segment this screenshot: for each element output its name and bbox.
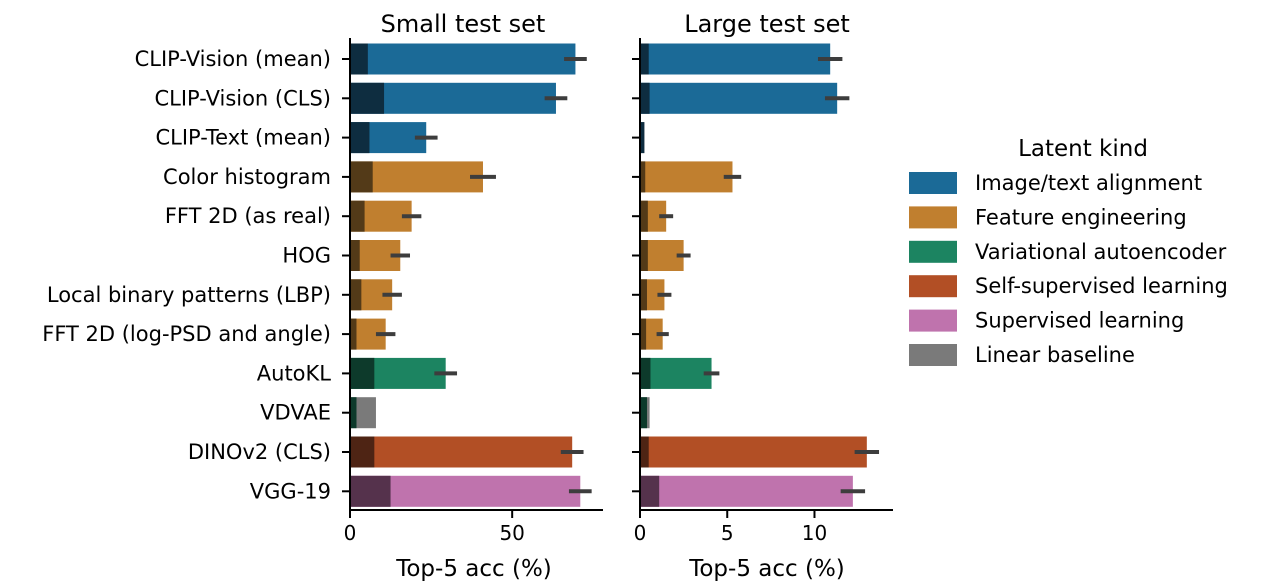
baseline-bar [350,279,362,311]
baseline-bar [350,318,357,350]
bar [640,357,712,389]
baseline-bar [350,397,357,429]
bar [640,475,853,507]
legend-swatch [909,344,957,366]
category-label: Color histogram [163,165,331,189]
legend-swatch [909,309,957,332]
bar [350,43,576,75]
category-label: CLIP-Text (mean) [156,126,332,150]
baseline-bar [640,43,649,75]
panel-large-test-set: 0 5 10 Large test set Top-5 acc (%) [632,10,893,582]
baseline-bar [350,200,365,232]
legend-label: Linear baseline [975,343,1135,367]
baseline-bar [640,200,648,232]
baseline-bar [350,436,375,468]
x-axis-label-large: Top-5 acc (%) [688,556,845,582]
category-label: AutoKL [257,361,332,385]
category-label: CLIP-Vision (mean) [135,47,331,71]
baseline-bar [350,240,360,271]
baseline-bar [350,43,368,75]
panel-small-test-set: 0 50 Small test set Top-5 acc (%) [342,10,603,582]
baseline-bar [350,122,370,154]
bar [350,82,556,114]
legend-label: Feature engineering [975,205,1187,229]
baseline-bar [350,82,385,114]
legend: Latent kind Image/text alignment Feature … [909,136,1228,367]
x-tick-label: 10 [802,521,827,545]
category-label: DINOv2 (CLS) [188,440,331,464]
baseline-bar [640,240,648,271]
category-label: FFT 2D (log-PSD and angle) [42,322,331,346]
baseline-bar [640,397,647,429]
bar [350,436,573,468]
legend-swatch [909,172,957,194]
baseline-bar [640,436,649,468]
category-label: Local binary patterns (LBP) [47,283,331,307]
bar [640,436,867,468]
baseline-bar [640,161,646,193]
bar [640,82,838,114]
baseline-bar [640,357,651,389]
legend-label: Image/text alignment [975,171,1202,195]
legend-swatch [909,275,957,298]
legend-label: Variational autoencoder [975,240,1227,264]
legend-swatch [909,240,957,263]
legend-swatch [909,206,957,229]
bar [640,161,733,193]
legend-label: Self-supervised learning [975,274,1228,298]
x-tick-label: 0 [634,521,647,545]
x-tick-label: 5 [721,521,734,545]
legend-label: Supervised learning [975,309,1184,333]
x-axis-label-small: Top-5 acc (%) [395,556,552,582]
baseline-bar [640,279,647,311]
category-label: VGG-19 [250,479,331,503]
baseline-bar [640,122,645,154]
category-label: VDVAE [260,401,331,425]
x-tick-label: 50 [499,521,524,545]
baseline-bar [350,475,391,507]
legend-title: Latent kind [1018,136,1148,162]
x-tick-label: 0 [344,521,357,545]
baseline-bar [350,161,373,193]
baseline-bar [350,357,375,389]
category-label: CLIP-Vision (CLS) [154,86,331,110]
bar [640,43,831,75]
baseline-bar [640,82,650,114]
category-label: HOG [282,244,331,268]
baseline-bar [640,475,660,507]
panel-title-large: Large test set [684,10,850,38]
panel-title-small: Small test set [381,10,546,38]
category-label: FFT 2D (as real) [165,204,331,228]
category-labels: CLIP-Vision (mean) CLIP-Vision (CLS) CLIP-… [42,47,331,503]
baseline-bar [640,318,647,350]
